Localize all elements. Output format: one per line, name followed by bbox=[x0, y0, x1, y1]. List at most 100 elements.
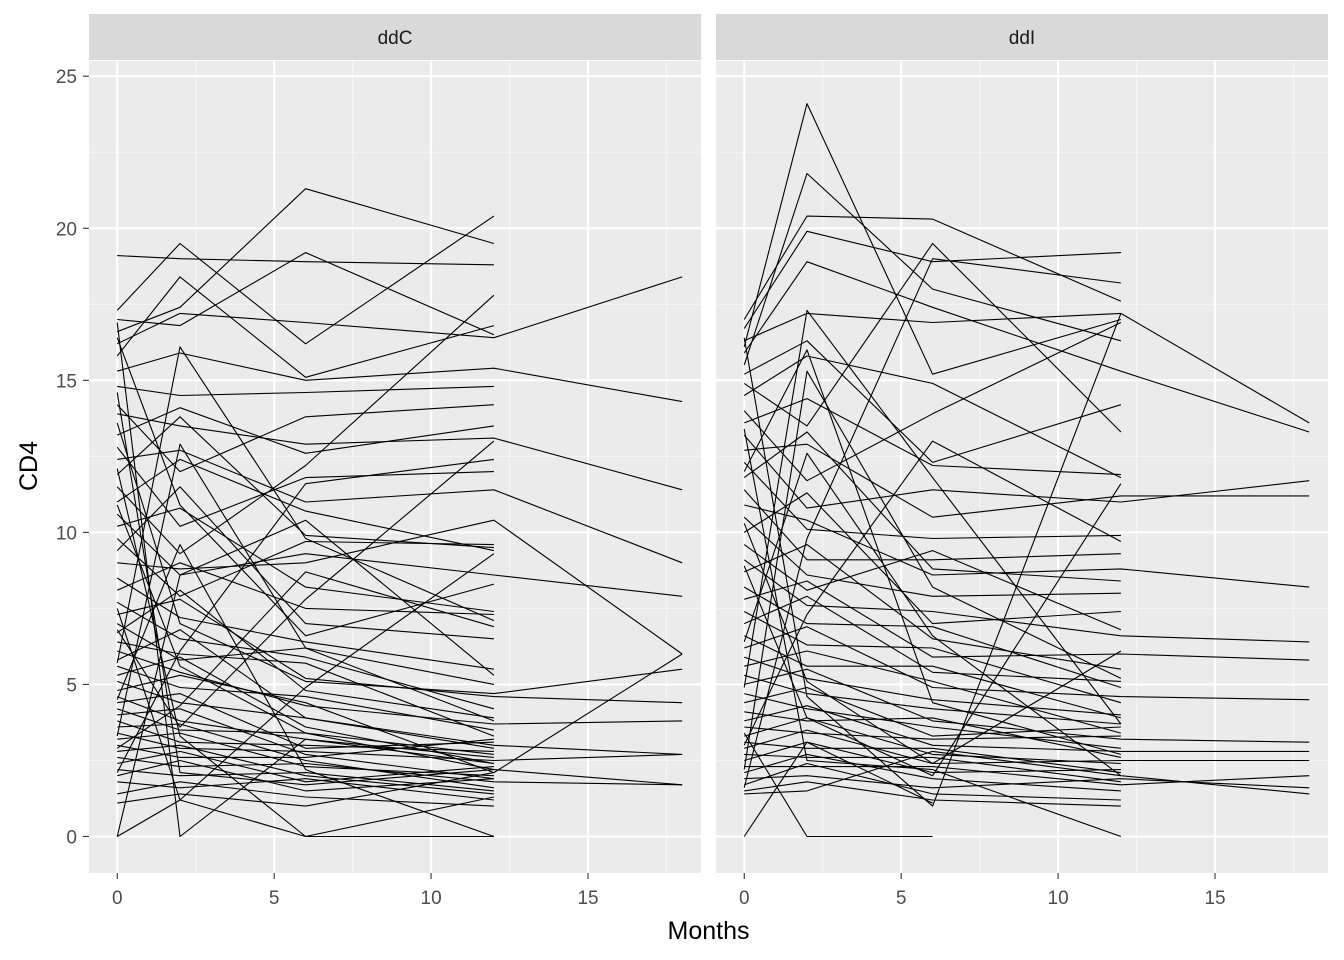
x-tick-label: 0 bbox=[112, 888, 123, 909]
series-line-ddC-6 bbox=[117, 352, 683, 403]
series-line-ddC-2 bbox=[117, 188, 495, 333]
series-line-ddI-45 bbox=[744, 762, 1121, 801]
series-line-ddC-61 bbox=[116, 440, 495, 728]
series-line-ddI-7 bbox=[743, 242, 1122, 433]
series-line-ddI-3 bbox=[743, 230, 1121, 329]
series-line-ddI-41 bbox=[744, 741, 1121, 774]
facet-strip-label: ddI bbox=[1009, 28, 1035, 49]
series-line-ddC-23 bbox=[116, 601, 495, 710]
series-line-ddC-19 bbox=[116, 486, 494, 640]
series-line-ddI-51 bbox=[743, 313, 1122, 807]
facet-panels: ddC 0 5 10 15 0 5 10 15 20 25 ddI 0 5 10 15 bbox=[56, 14, 1328, 909]
series-line-ddI-43 bbox=[744, 753, 1121, 792]
series-line-ddC-16 bbox=[116, 513, 683, 597]
x-tick-label: 5 bbox=[896, 888, 907, 909]
series-line-ddI-35 bbox=[744, 705, 1310, 752]
series-line-ddC-57 bbox=[116, 443, 495, 737]
series-line-ddI-58 bbox=[743, 440, 1122, 746]
series-line-ddI-23 bbox=[744, 580, 1310, 661]
series-line-ddC-63 bbox=[116, 422, 683, 695]
series-line-ddC-26 bbox=[116, 589, 494, 719]
series-line-ddC-25 bbox=[116, 623, 495, 685]
series-line-ddI-50 bbox=[743, 428, 1122, 838]
series-line-ddC-44 bbox=[117, 756, 683, 786]
series-line-ddC-3 bbox=[117, 252, 495, 336]
series-line-ddI-56 bbox=[743, 483, 1122, 777]
x-axis-title: Months bbox=[668, 917, 750, 945]
y-tick-label: 5 bbox=[66, 675, 77, 696]
series-line-ddI-18 bbox=[743, 492, 1121, 625]
series-line-ddI-5 bbox=[743, 261, 1310, 433]
series-line-ddC-56 bbox=[116, 346, 495, 664]
series-line-ddC-9 bbox=[117, 413, 683, 491]
y-axis-title: CD4 bbox=[15, 441, 43, 491]
series-line-ddI-57 bbox=[743, 349, 1122, 755]
series-line-ddI-8 bbox=[743, 355, 1122, 479]
series-line-ddI-11 bbox=[743, 434, 1310, 509]
facet-strip bbox=[716, 14, 1328, 60]
series-line-ddC-62 bbox=[116, 504, 494, 755]
series-line-ddC-11 bbox=[116, 446, 494, 527]
series-line-ddI-53 bbox=[743, 309, 1122, 725]
series-line-ddI-2 bbox=[743, 215, 1122, 320]
series-line-ddC-59 bbox=[116, 553, 495, 801]
facet-panel-ddC: ddC 0 5 10 15 0 5 10 15 20 25 bbox=[56, 14, 701, 909]
series-line-ddI-59 bbox=[743, 523, 1122, 765]
series-line-ddI-33 bbox=[744, 686, 1121, 737]
y-tick-label: 15 bbox=[56, 371, 77, 392]
series-line-ddC-4 bbox=[116, 276, 683, 345]
series-line-ddI-27 bbox=[744, 626, 1310, 701]
series-line-ddI-31 bbox=[744, 668, 1310, 743]
series-line-ddC-41 bbox=[117, 732, 494, 777]
series-lines bbox=[743, 103, 1310, 838]
series-line-ddC-47 bbox=[117, 759, 494, 792]
series-line-ddI-9 bbox=[743, 322, 1122, 482]
series-line-ddC-58 bbox=[116, 458, 494, 773]
series-line-ddI-55 bbox=[743, 452, 1122, 777]
series-line-ddC-49 bbox=[117, 781, 494, 807]
series-line-ddI-52 bbox=[743, 370, 1122, 770]
x-tick-label: 0 bbox=[739, 888, 750, 909]
series-line-ddC-15 bbox=[116, 458, 495, 552]
series-line-ddC-32 bbox=[117, 680, 683, 755]
series-line-ddC-65 bbox=[116, 337, 495, 637]
y-tick-label: 20 bbox=[56, 219, 77, 240]
series-line-ddI-38 bbox=[744, 741, 1121, 774]
series-line-ddC-20 bbox=[117, 519, 683, 655]
series-line-ddC-8 bbox=[116, 404, 494, 473]
series-line-ddI-24 bbox=[743, 611, 1122, 704]
series-line-ddI-37 bbox=[744, 717, 1121, 765]
series-line-ddI-0 bbox=[743, 103, 1122, 375]
series-line-ddC-21 bbox=[116, 577, 494, 670]
series-line-ddC-45 bbox=[117, 750, 494, 783]
series-line-ddC-42 bbox=[117, 738, 494, 758]
series-line-ddC-64 bbox=[116, 571, 495, 749]
series-line-ddI-14 bbox=[743, 431, 1121, 582]
series-line-ddI-54 bbox=[743, 258, 1121, 788]
series-line-ddC-35 bbox=[117, 693, 494, 749]
series-line-ddC-5 bbox=[116, 276, 495, 378]
series-line-ddI-25 bbox=[743, 595, 1121, 682]
facet-strip bbox=[89, 14, 701, 60]
x-tick-label: 10 bbox=[1048, 888, 1069, 909]
x-tick-label: 10 bbox=[421, 888, 442, 909]
series-line-ddC-0 bbox=[117, 255, 494, 266]
facet-strip-label: ddC bbox=[378, 28, 413, 49]
series-line-ddC-40 bbox=[117, 732, 683, 762]
series-line-ddI-20 bbox=[743, 559, 1310, 643]
series-line-ddI-21 bbox=[743, 544, 1121, 670]
series-line-ddC-33 bbox=[117, 674, 495, 774]
series-line-ddC-46 bbox=[117, 769, 494, 792]
y-tick-label: 0 bbox=[66, 828, 77, 849]
y-tick-label: 10 bbox=[56, 523, 77, 544]
series-lines bbox=[116, 188, 683, 838]
series-line-ddI-4 bbox=[743, 312, 1310, 424]
series-line-ddC-27 bbox=[117, 641, 495, 737]
series-line-ddI-22 bbox=[743, 586, 1122, 689]
series-line-ddC-18 bbox=[116, 538, 494, 597]
x-tick-label: 15 bbox=[1204, 888, 1225, 909]
x-tick-label: 15 bbox=[577, 888, 598, 909]
facet-panel-ddI: ddI 0 5 10 15 bbox=[716, 14, 1328, 909]
series-line-ddI-15 bbox=[743, 489, 1121, 561]
